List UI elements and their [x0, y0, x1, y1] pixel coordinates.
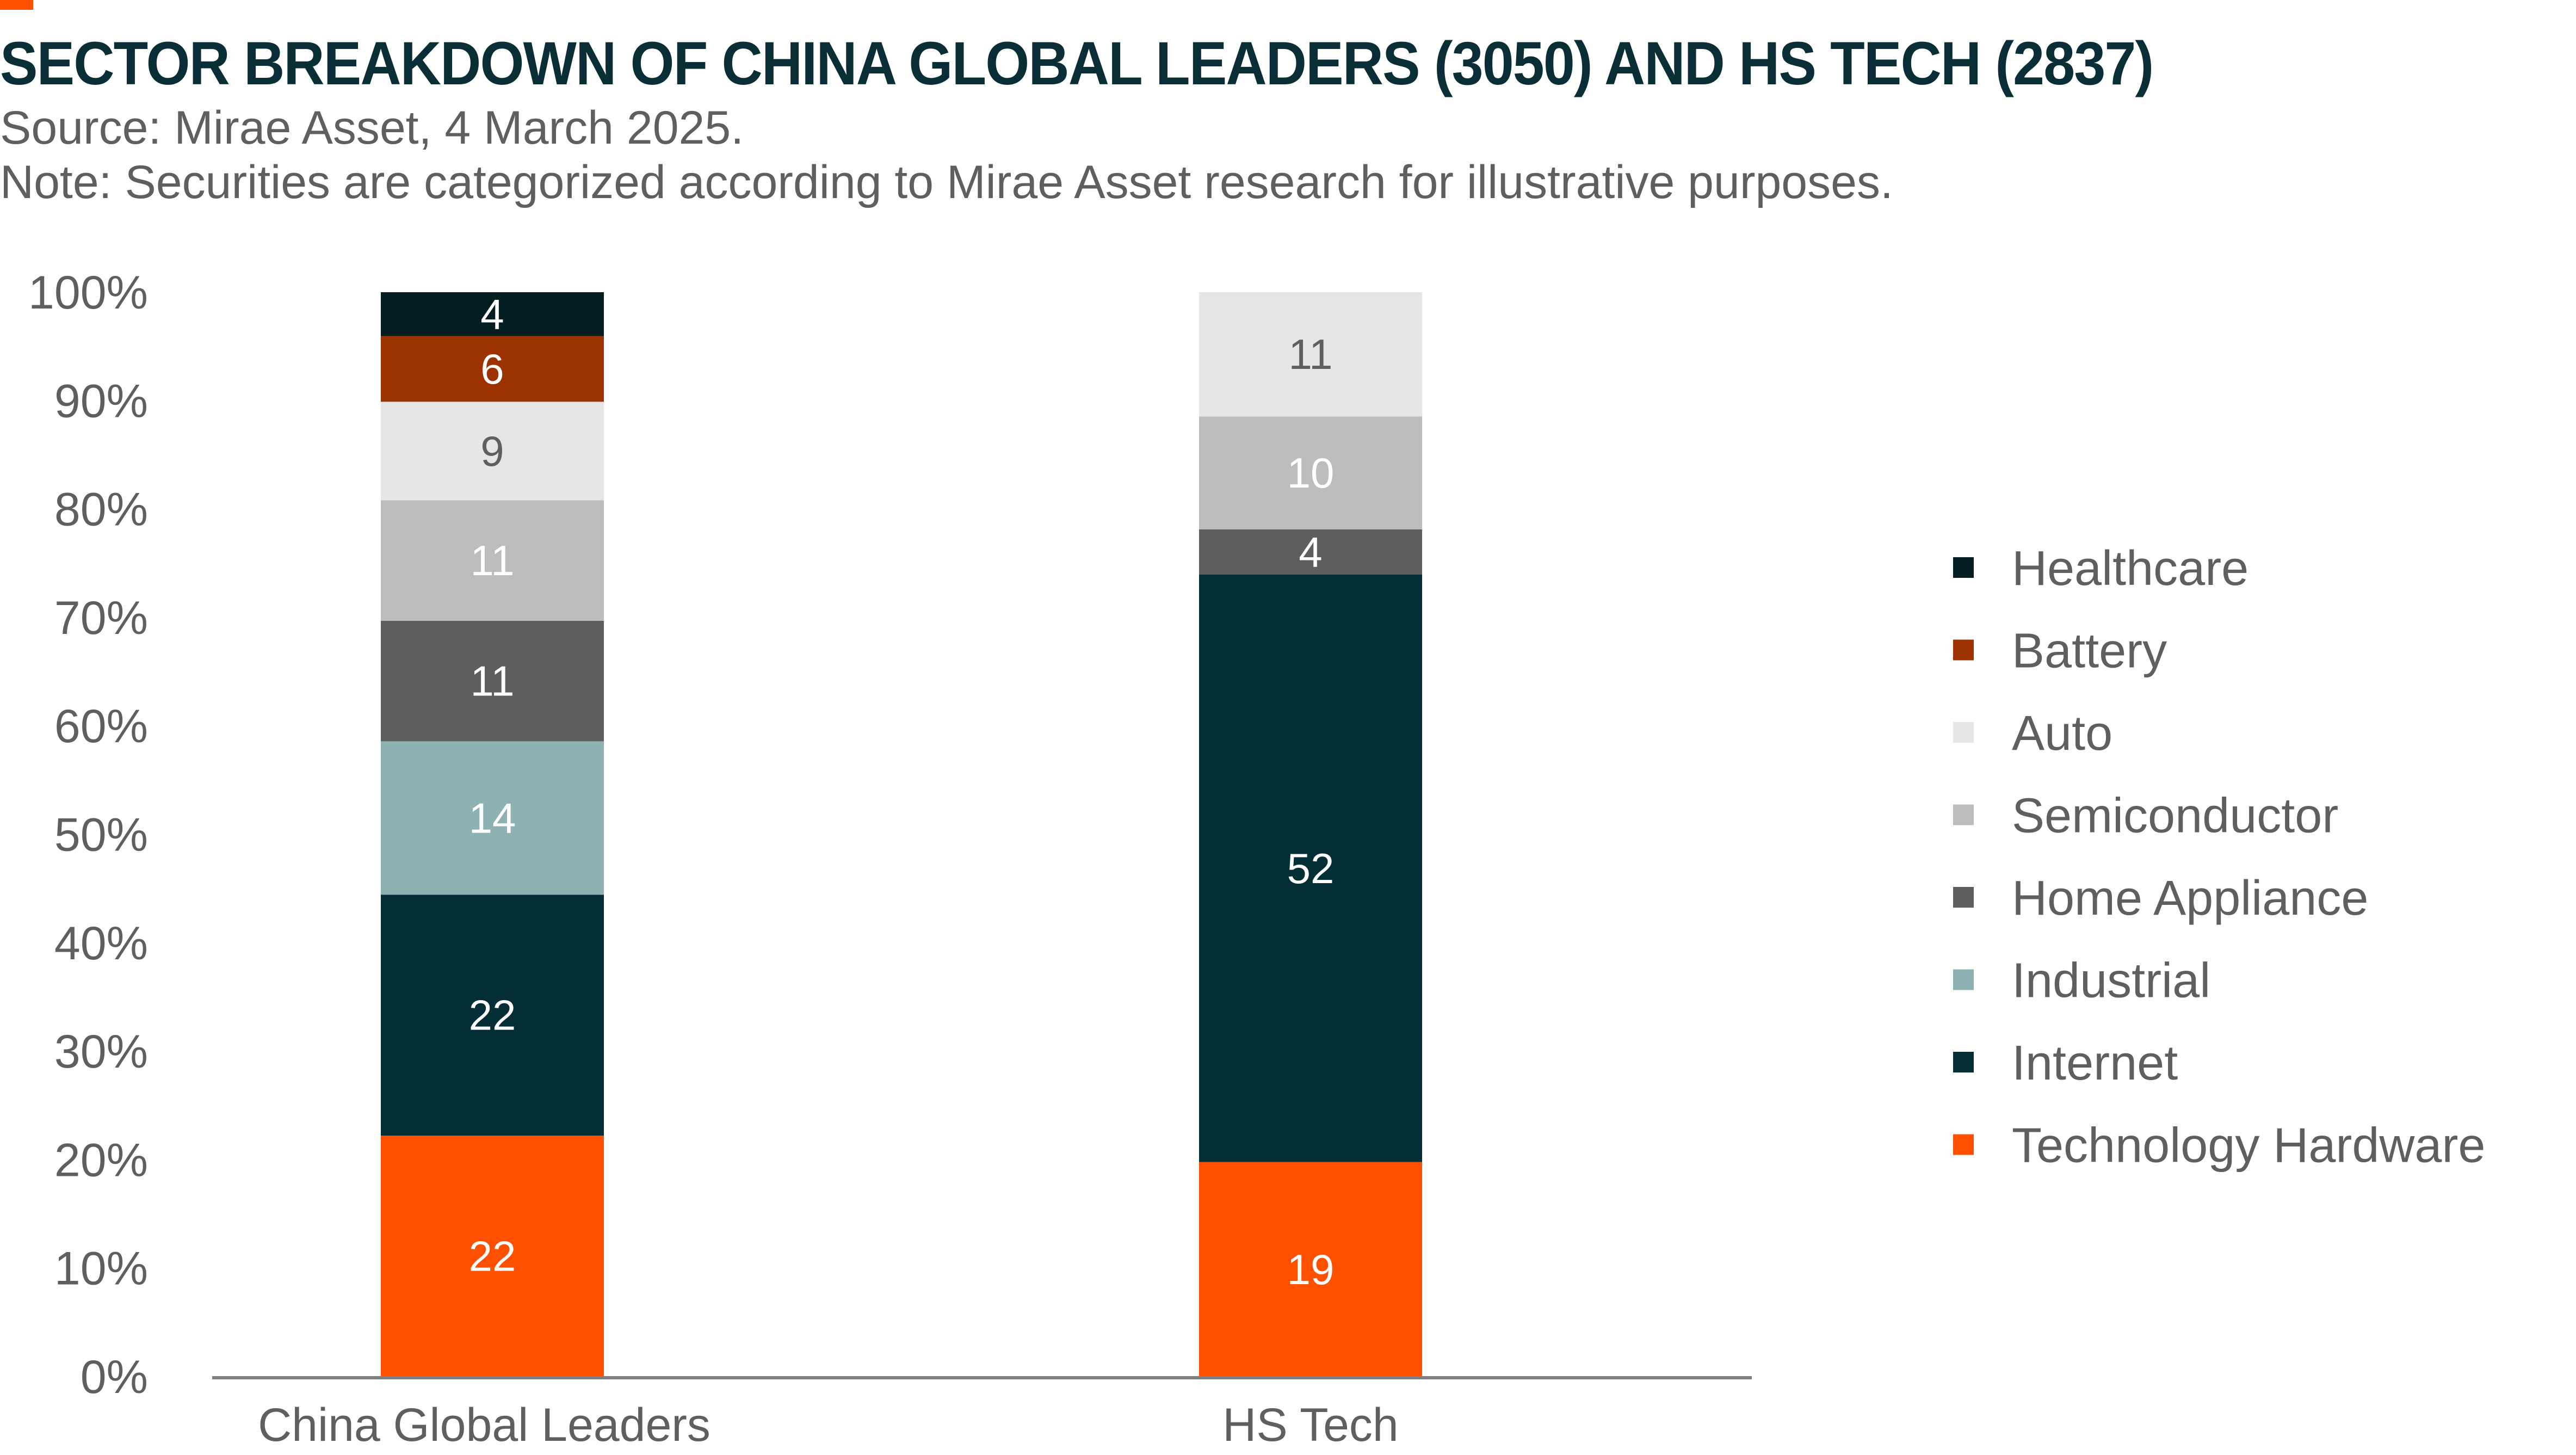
legend-swatch-industrial — [1953, 969, 1974, 990]
y-tick-label: 80% — [54, 484, 148, 536]
x-category-label-hs-tech: HS Tech — [1222, 1399, 1398, 1451]
legend-swatch-internet — [1953, 1052, 1974, 1072]
bar-segment-china-global-leaders-internet — [381, 895, 604, 1136]
legend-item-auto: Auto — [1953, 706, 2112, 761]
legend-label-industrial: Industrial — [2012, 954, 2210, 1008]
bar-segment-hs-tech-auto — [1199, 292, 1422, 417]
segment-label-china-global-leaders-internet: 22 — [469, 991, 516, 1039]
legend-swatch-technology-hardware — [1953, 1134, 1974, 1155]
y-tick-label: 100% — [28, 267, 148, 319]
bar-segment-hs-tech-technology-hardware — [1199, 1162, 1422, 1377]
bar-segment-hs-tech-semiconductor — [1199, 416, 1422, 529]
y-axis: 0% 10% 20% 30% 40% 50% 60% 70% 80% 90% 100% — [28, 267, 148, 1403]
segment-label-china-global-leaders-healthcare: 4 — [480, 290, 504, 338]
chart-title: SECTOR BREAKDOWN OF CHINA GLOBAL LEADERS… — [0, 29, 2154, 97]
bar-segment-china-global-leaders-battery — [381, 336, 604, 402]
legend-label-semiconductor: Semiconductor — [2012, 789, 2338, 843]
y-tick-label: 40% — [54, 917, 148, 970]
segment-label-china-global-leaders-auto: 9 — [480, 427, 504, 475]
legend-item-technology-hardware: Technology Hardware — [1953, 1119, 2485, 1173]
y-tick-label: 0% — [81, 1351, 148, 1403]
legend-item-home-appliance: Home Appliance — [1953, 871, 2368, 926]
segment-label-china-global-leaders-home-appliance: 11 — [471, 657, 515, 705]
segment-label-china-global-leaders-semiconductor: 11 — [471, 537, 515, 584]
legend-label-internet: Internet — [2012, 1036, 2178, 1090]
segment-label-hs-tech-auto: 11 — [1289, 330, 1333, 378]
y-tick-label: 70% — [54, 592, 148, 644]
y-tick-label: 30% — [54, 1026, 148, 1078]
bar-segment-china-global-leaders-healthcare — [381, 292, 604, 336]
bar-segment-hs-tech-internet — [1199, 575, 1422, 1162]
bars-group — [381, 292, 1422, 1377]
legend: Healthcare Battery Auto Semiconductor Home A… — [1953, 541, 2485, 1173]
legend-swatch-auto — [1953, 722, 1974, 743]
legend-swatch-healthcare — [1953, 557, 1974, 578]
bar-segment-china-global-leaders-auto — [381, 402, 604, 501]
bar-segment-china-global-leaders-home-appliance — [381, 620, 604, 742]
legend-item-internet: Internet — [1953, 1036, 2178, 1090]
legend-label-home-appliance: Home Appliance — [2012, 871, 2368, 926]
segment-label-hs-tech-semiconductor: 10 — [1287, 449, 1335, 497]
methodology-note: Note: Securities are categorized accordi… — [0, 156, 1893, 208]
bar-segment-hs-tech-home-appliance — [1199, 529, 1422, 575]
x-category-label-china-global-leaders: China Global Leaders — [258, 1399, 711, 1451]
y-tick-label: 20% — [54, 1134, 148, 1186]
segment-label-hs-tech-technology-hardware: 19 — [1287, 1246, 1335, 1293]
accent-bar — [0, 0, 33, 10]
segment-label-china-global-leaders-battery: 6 — [480, 345, 504, 393]
legend-swatch-battery — [1953, 639, 1974, 661]
y-tick-label: 90% — [54, 375, 148, 427]
legend-swatch-home-appliance — [1953, 887, 1974, 908]
legend-item-healthcare: Healthcare — [1953, 541, 2248, 596]
source-note: Source: Mirae Asset, 4 March 2025. — [0, 102, 744, 154]
legend-item-battery: Battery — [1953, 624, 2167, 679]
bar-segment-china-global-leaders-semiconductor — [381, 500, 604, 621]
segment-label-china-global-leaders-industrial: 14 — [469, 794, 516, 842]
legend-label-technology-hardware: Technology Hardware — [2012, 1119, 2485, 1173]
legend-label-healthcare: Healthcare — [2012, 541, 2248, 596]
legend-swatch-semiconductor — [1953, 804, 1974, 825]
x-axis: China Global Leaders HS Tech — [212, 1376, 1752, 1451]
segment-label-hs-tech-home-appliance: 4 — [1299, 528, 1322, 576]
bar-segment-china-global-leaders-technology-hardware — [381, 1136, 604, 1377]
bar-segment-china-global-leaders-industrial — [381, 741, 604, 895]
legend-label-battery: Battery — [2012, 624, 2167, 679]
legend-label-auto: Auto — [2012, 706, 2112, 761]
segment-labels-group: 22 22 14 11 11 9 6 4 19 52 4 10 11 — [469, 290, 1335, 1293]
y-tick-label: 10% — [54, 1243, 148, 1295]
segment-label-hs-tech-internet: 52 — [1287, 844, 1335, 892]
y-tick-label: 50% — [54, 809, 148, 861]
segment-label-china-global-leaders-technology-hardware: 22 — [469, 1232, 516, 1280]
legend-item-industrial: Industrial — [1953, 954, 2210, 1008]
y-tick-label: 60% — [54, 700, 148, 753]
legend-item-semiconductor: Semiconductor — [1953, 789, 2338, 843]
